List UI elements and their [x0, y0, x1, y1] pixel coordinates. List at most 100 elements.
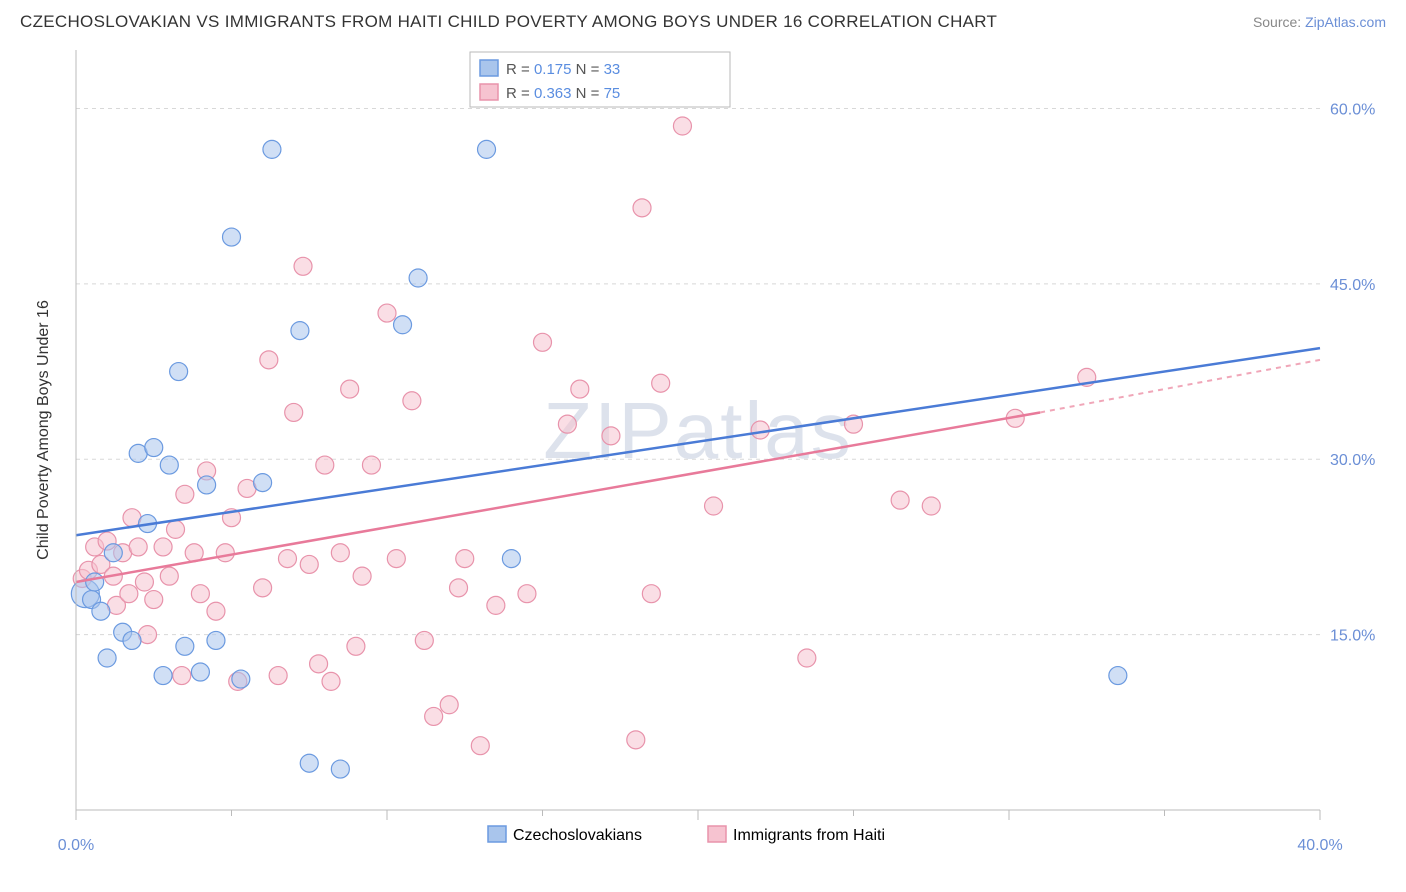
data-point [456, 550, 474, 568]
legend-label: Czechoslovakians [513, 827, 642, 844]
data-point [254, 579, 272, 597]
data-point [263, 140, 281, 158]
data-point [223, 228, 241, 246]
watermark: ZIPatlas [543, 386, 852, 475]
legend-top-row: R = 0.175 N = 33 [506, 61, 620, 78]
trend-line-pink-dashed [1040, 360, 1320, 413]
data-point [285, 403, 303, 421]
y-axis-title: Child Poverty Among Boys Under 16 [35, 300, 52, 560]
data-point [322, 672, 340, 690]
data-point [353, 567, 371, 585]
data-point [534, 333, 552, 351]
data-point [316, 456, 334, 474]
data-point [86, 573, 104, 591]
data-point [922, 497, 940, 515]
header: CZECHOSLOVAKIAN VS IMMIGRANTS FROM HAITI… [0, 0, 1406, 40]
data-point [269, 667, 287, 685]
correlation-scatter-chart: 15.0% 30.0% 45.0% 60.0% ZIPatlas 0.0% 40.0% Chi… [20, 40, 1386, 860]
data-point [154, 538, 172, 556]
legend-top-row: R = 0.363 N = 75 [506, 85, 620, 102]
data-point [347, 637, 365, 655]
data-point [135, 573, 153, 591]
chart-title: CZECHOSLOVAKIAN VS IMMIGRANTS FROM HAITI… [20, 12, 997, 32]
data-point [145, 591, 163, 609]
legend-label: Immigrants from Haiti [733, 827, 885, 844]
legend-swatch-blue [488, 826, 506, 842]
data-point [450, 579, 468, 597]
data-point [387, 550, 405, 568]
data-point [232, 670, 250, 688]
data-point [191, 585, 209, 603]
x-tick-label: 40.0% [1297, 837, 1342, 854]
data-point [558, 415, 576, 433]
data-point [415, 631, 433, 649]
data-point [300, 754, 318, 772]
data-point [191, 663, 209, 681]
data-point [98, 649, 116, 667]
data-point [518, 585, 536, 603]
data-point [705, 497, 723, 515]
x-tick-label: 0.0% [58, 837, 94, 854]
legend-swatch-pink [708, 826, 726, 842]
data-point [642, 585, 660, 603]
data-point [798, 649, 816, 667]
data-point [652, 374, 670, 392]
data-point [173, 667, 191, 685]
data-point [300, 555, 318, 573]
data-point [260, 351, 278, 369]
data-point [154, 667, 172, 685]
data-point [440, 696, 458, 714]
data-point [176, 485, 194, 503]
data-point [278, 550, 296, 568]
data-point [254, 474, 272, 492]
data-point [207, 631, 225, 649]
y-tick-label: 45.0% [1330, 277, 1375, 294]
data-point [170, 363, 188, 381]
data-point [198, 476, 216, 494]
data-point [341, 380, 359, 398]
data-point [673, 117, 691, 135]
source-attr: Source: ZipAtlas.com [1253, 14, 1386, 30]
y-tick-label: 30.0% [1330, 452, 1375, 469]
data-point [362, 456, 380, 474]
data-point [478, 140, 496, 158]
data-point [471, 737, 489, 755]
y-tick-label: 60.0% [1330, 101, 1375, 118]
data-point [92, 602, 110, 620]
data-point [160, 567, 178, 585]
source-prefix: Source: [1253, 14, 1305, 30]
data-point [1109, 667, 1127, 685]
data-point [216, 544, 234, 562]
data-point [160, 456, 178, 474]
data-point [129, 538, 147, 556]
data-point [145, 439, 163, 457]
data-point [207, 602, 225, 620]
trend-line-blue [76, 348, 1320, 535]
data-point [633, 199, 651, 217]
data-point [394, 316, 412, 334]
data-point [120, 585, 138, 603]
legend-swatch-pink [480, 84, 498, 100]
data-point [167, 520, 185, 538]
data-point [502, 550, 520, 568]
data-point [891, 491, 909, 509]
data-point [627, 731, 645, 749]
y-tick-label: 15.0% [1330, 628, 1375, 645]
data-point [409, 269, 427, 287]
data-point [403, 392, 421, 410]
data-point [331, 544, 349, 562]
data-point [571, 380, 589, 398]
data-point [291, 322, 309, 340]
data-point [378, 304, 396, 322]
data-point [294, 257, 312, 275]
data-point [176, 637, 194, 655]
data-point [104, 544, 122, 562]
chart-container: 15.0% 30.0% 45.0% 60.0% ZIPatlas 0.0% 40.0% Chi… [20, 40, 1386, 860]
source-link[interactable]: ZipAtlas.com [1305, 14, 1386, 30]
data-point [487, 596, 505, 614]
legend-swatch-blue [480, 60, 498, 76]
data-point [602, 427, 620, 445]
data-point [331, 760, 349, 778]
data-point [425, 707, 443, 725]
data-point [123, 631, 141, 649]
